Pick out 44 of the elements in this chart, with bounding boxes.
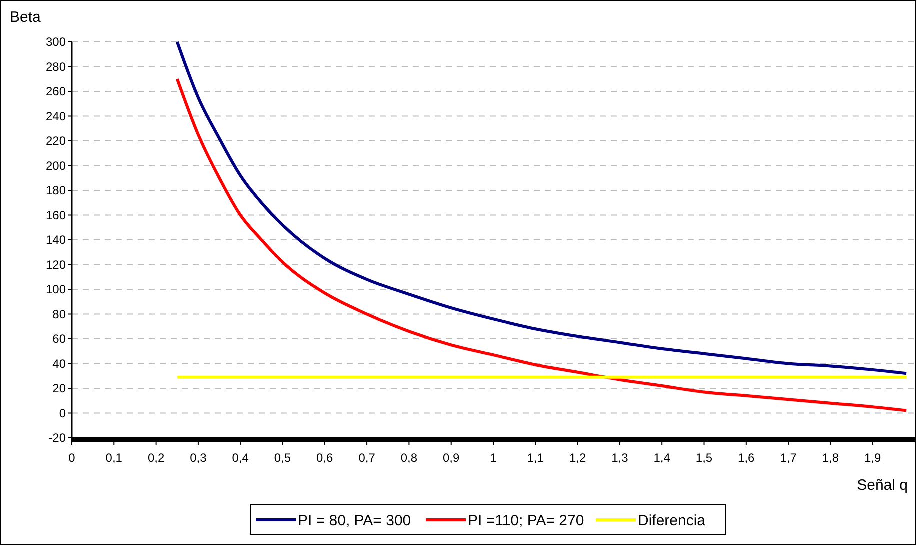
x-tick-label: 1,8 [822,451,840,465]
y-tick-label: 260 [46,84,66,99]
legend-label: PI = 80, PA= 300 [298,512,412,530]
y-tick-label: 100 [46,282,66,297]
line-series [176,40,908,376]
x-tick-label: 0,6 [316,451,334,465]
x-tick-label: 1,1 [527,451,544,465]
x-axis-title: Señal q [857,477,908,494]
x-tick-label: 1,9 [864,451,882,465]
y-tick-label: 300 [46,35,66,50]
line-series [176,78,908,412]
legend-label: PI =110; PA= 270 [468,512,584,530]
x-tick-label: 1,6 [738,451,756,465]
x-tick-label: 0 [68,451,76,465]
x-tick-label: 0,8 [400,451,418,465]
y-tick-label: 60 [52,332,66,346]
x-tick-label: 1,4 [654,451,671,465]
x-tick-label: 1 [490,451,498,465]
y-tick-label: 80 [52,307,66,322]
y-tick-label: 280 [46,60,66,74]
y-tick-label: 180 [46,184,66,198]
y-tick-label: 200 [46,158,66,173]
y-tick-label: 40 [52,356,66,371]
x-tick-label: 0,3 [190,451,208,465]
x-tick-label: 0,9 [443,451,460,465]
x-tick-label: 1,7 [780,451,798,465]
y-tick-label: 140 [46,233,66,248]
y-tick-label: 240 [46,109,66,124]
x-tick-label: 0,2 [148,451,165,465]
x-tick-label: 1,2 [569,451,586,465]
x-tick-label: 0,5 [274,451,292,465]
y-tick-label: -20 [48,431,66,446]
y-axis-title: Beta [10,9,42,26]
y-tick-label: 120 [46,258,66,272]
x-tick-label: 1,5 [696,451,713,465]
y-tick-label: 20 [52,382,66,396]
y-tick-label: 0 [59,406,66,420]
x-tick-label: 1,3 [612,451,629,465]
legend-label: Diferencia [638,512,706,530]
y-tick-label: 220 [46,134,66,148]
x-tick-label: 0,7 [358,451,376,465]
x-tick-label: 0,1 [106,451,123,465]
y-tick-label: 160 [46,208,66,222]
x-tick-label: 0,4 [232,451,250,465]
